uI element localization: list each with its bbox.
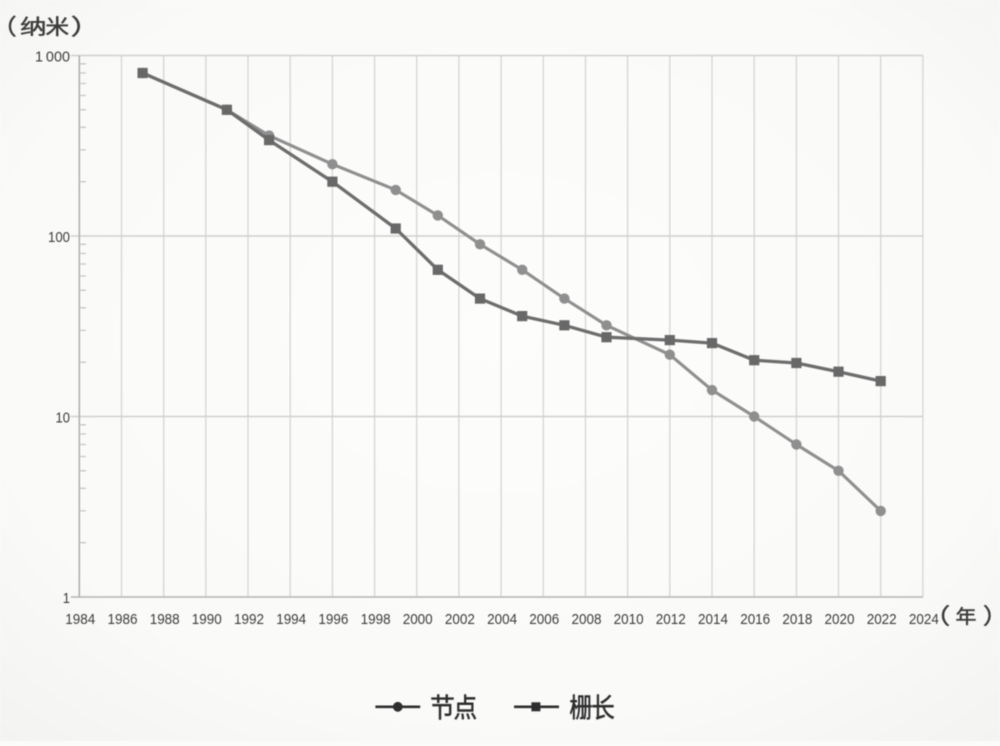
svg-text:2018: 2018 — [782, 612, 812, 628]
svg-text:2006: 2006 — [529, 612, 559, 628]
svg-text:2016: 2016 — [740, 612, 770, 628]
svg-text:2024: 2024 — [909, 612, 939, 628]
svg-text:1994: 1994 — [276, 612, 306, 628]
svg-text:2008: 2008 — [572, 612, 602, 628]
svg-text:2004: 2004 — [487, 612, 517, 628]
svg-text:1992: 1992 — [234, 612, 264, 628]
svg-text:2022: 2022 — [867, 612, 897, 628]
svg-text:2012: 2012 — [656, 612, 686, 628]
svg-text:1990: 1990 — [192, 612, 222, 628]
svg-text:10: 10 — [56, 410, 71, 426]
svg-text:2014: 2014 — [698, 612, 728, 628]
svg-text:1986: 1986 — [108, 612, 138, 628]
svg-text:1996: 1996 — [318, 612, 348, 628]
svg-text:2000: 2000 — [403, 612, 433, 628]
svg-text:1984: 1984 — [65, 612, 95, 628]
svg-text:2010: 2010 — [614, 612, 644, 628]
svg-text:1 000: 1 000 — [35, 49, 70, 65]
svg-text:1988: 1988 — [150, 612, 180, 628]
svg-text:1: 1 — [63, 591, 70, 607]
svg-text:100: 100 — [48, 230, 70, 246]
svg-text:2002: 2002 — [445, 612, 475, 628]
svg-text:1998: 1998 — [361, 612, 391, 628]
svg-text:2020: 2020 — [825, 612, 855, 628]
